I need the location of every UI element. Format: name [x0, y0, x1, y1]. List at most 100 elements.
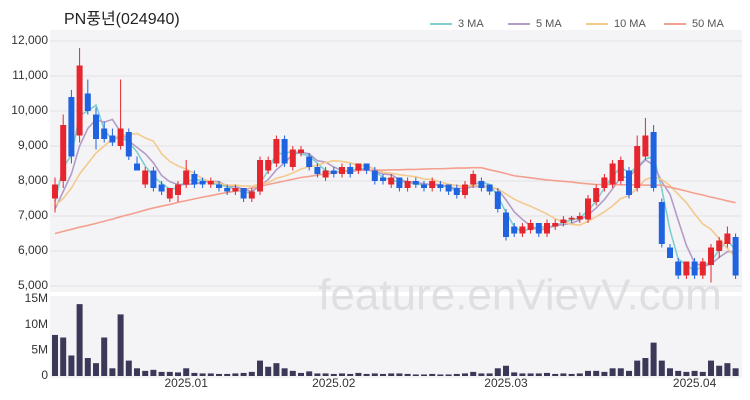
volume-bar — [191, 372, 198, 376]
ma-line — [54, 166, 736, 235]
candle-body — [732, 237, 739, 276]
volume-bar — [175, 372, 181, 376]
volume-bar — [68, 355, 75, 376]
candle-body — [363, 163, 370, 171]
candle-body — [560, 219, 567, 223]
legend-label: 3 MA — [458, 18, 484, 30]
candle-body — [478, 181, 485, 188]
x-tick-label: 2025.01 — [165, 376, 209, 390]
candle-body — [322, 170, 329, 178]
candle-body — [232, 188, 239, 192]
volume-bar — [478, 373, 485, 376]
volume-bar — [216, 373, 222, 376]
volume-bar — [199, 373, 206, 376]
volume-bar — [109, 368, 116, 376]
volume-bar — [404, 373, 411, 376]
volume-bar — [134, 368, 140, 376]
candle-body — [429, 181, 436, 188]
candle-body — [240, 188, 247, 199]
volume-bar — [617, 368, 624, 376]
candle-body — [199, 181, 206, 185]
legend-label: 5 MA — [536, 18, 562, 30]
candle-body — [125, 132, 132, 157]
candle-body — [68, 97, 75, 157]
candle-body — [265, 160, 272, 171]
legend-label: 10 MA — [614, 18, 646, 30]
volume-bar — [716, 365, 723, 376]
candle-body — [576, 216, 583, 220]
volume-bar — [166, 371, 173, 376]
candle-body — [191, 174, 198, 185]
volume-bar — [511, 372, 518, 376]
volume-bar — [724, 363, 731, 376]
candle-body — [273, 139, 280, 164]
candle-body — [101, 128, 108, 139]
volume-bar — [462, 373, 468, 376]
volume-bar — [609, 368, 616, 376]
candle-body — [166, 188, 173, 199]
candle-body — [437, 184, 444, 188]
volume-bar — [585, 370, 591, 376]
volume-bar — [445, 374, 452, 376]
volume-bar — [683, 371, 690, 376]
volume-bar — [437, 374, 444, 376]
candle-body — [330, 170, 337, 174]
volume-bar — [650, 342, 657, 376]
candle-body — [486, 184, 493, 192]
candle-body — [568, 217, 575, 220]
candle-body — [142, 170, 149, 185]
y-tick-label: 5M — [31, 343, 48, 357]
candle-body — [708, 247, 714, 265]
y-tick-label: 0 — [41, 368, 48, 382]
candle-body — [691, 261, 698, 276]
candle-body — [117, 128, 124, 146]
volume-bar — [486, 373, 493, 376]
candle-body — [355, 163, 362, 171]
chart-title: PN풍년(024940) — [64, 10, 180, 28]
candle-body — [617, 160, 624, 181]
y-tick-label: 11,000 — [12, 68, 48, 82]
volume-bar — [76, 304, 83, 376]
volume-bar — [289, 370, 296, 376]
price-panel — [50, 30, 742, 292]
candle-body — [650, 132, 657, 188]
volume-bar — [158, 371, 165, 376]
volume-bar — [355, 372, 362, 376]
volume-bar — [273, 363, 280, 376]
candle-body — [494, 191, 501, 209]
candle-body — [724, 233, 731, 244]
volume-bar — [568, 373, 575, 376]
candle-body — [658, 202, 665, 244]
candle-body — [298, 149, 304, 153]
candle-body — [642, 135, 649, 157]
legend-label: 50 MA — [692, 18, 724, 30]
candle-body — [609, 163, 616, 185]
y-tick-label: 5,000 — [18, 278, 48, 292]
volume-bar — [396, 373, 403, 376]
candle-body — [503, 212, 509, 237]
candle-body — [388, 177, 395, 185]
volume-bar — [363, 373, 370, 376]
volume-bar — [732, 368, 739, 376]
candle-body — [585, 198, 591, 220]
volume-bar — [101, 337, 108, 376]
volume-bar — [339, 373, 345, 376]
volume-bar — [626, 370, 632, 376]
x-tick-label: 2025.04 — [673, 376, 717, 390]
candle-body — [93, 114, 99, 139]
volume-bar — [330, 373, 337, 376]
volume-bar — [248, 371, 255, 376]
volume-bar — [314, 373, 321, 376]
x-tick-label: 2025.02 — [312, 376, 356, 390]
candle-body — [396, 177, 403, 188]
volume-bar — [52, 334, 58, 376]
volume-bar — [429, 373, 436, 376]
candle-body — [84, 93, 91, 111]
volume-bar — [667, 368, 673, 376]
volume-bar — [658, 360, 665, 376]
volume-bar — [125, 360, 132, 376]
volume-bar — [544, 372, 550, 376]
volume-bar — [240, 372, 247, 376]
candle-body — [371, 170, 378, 181]
